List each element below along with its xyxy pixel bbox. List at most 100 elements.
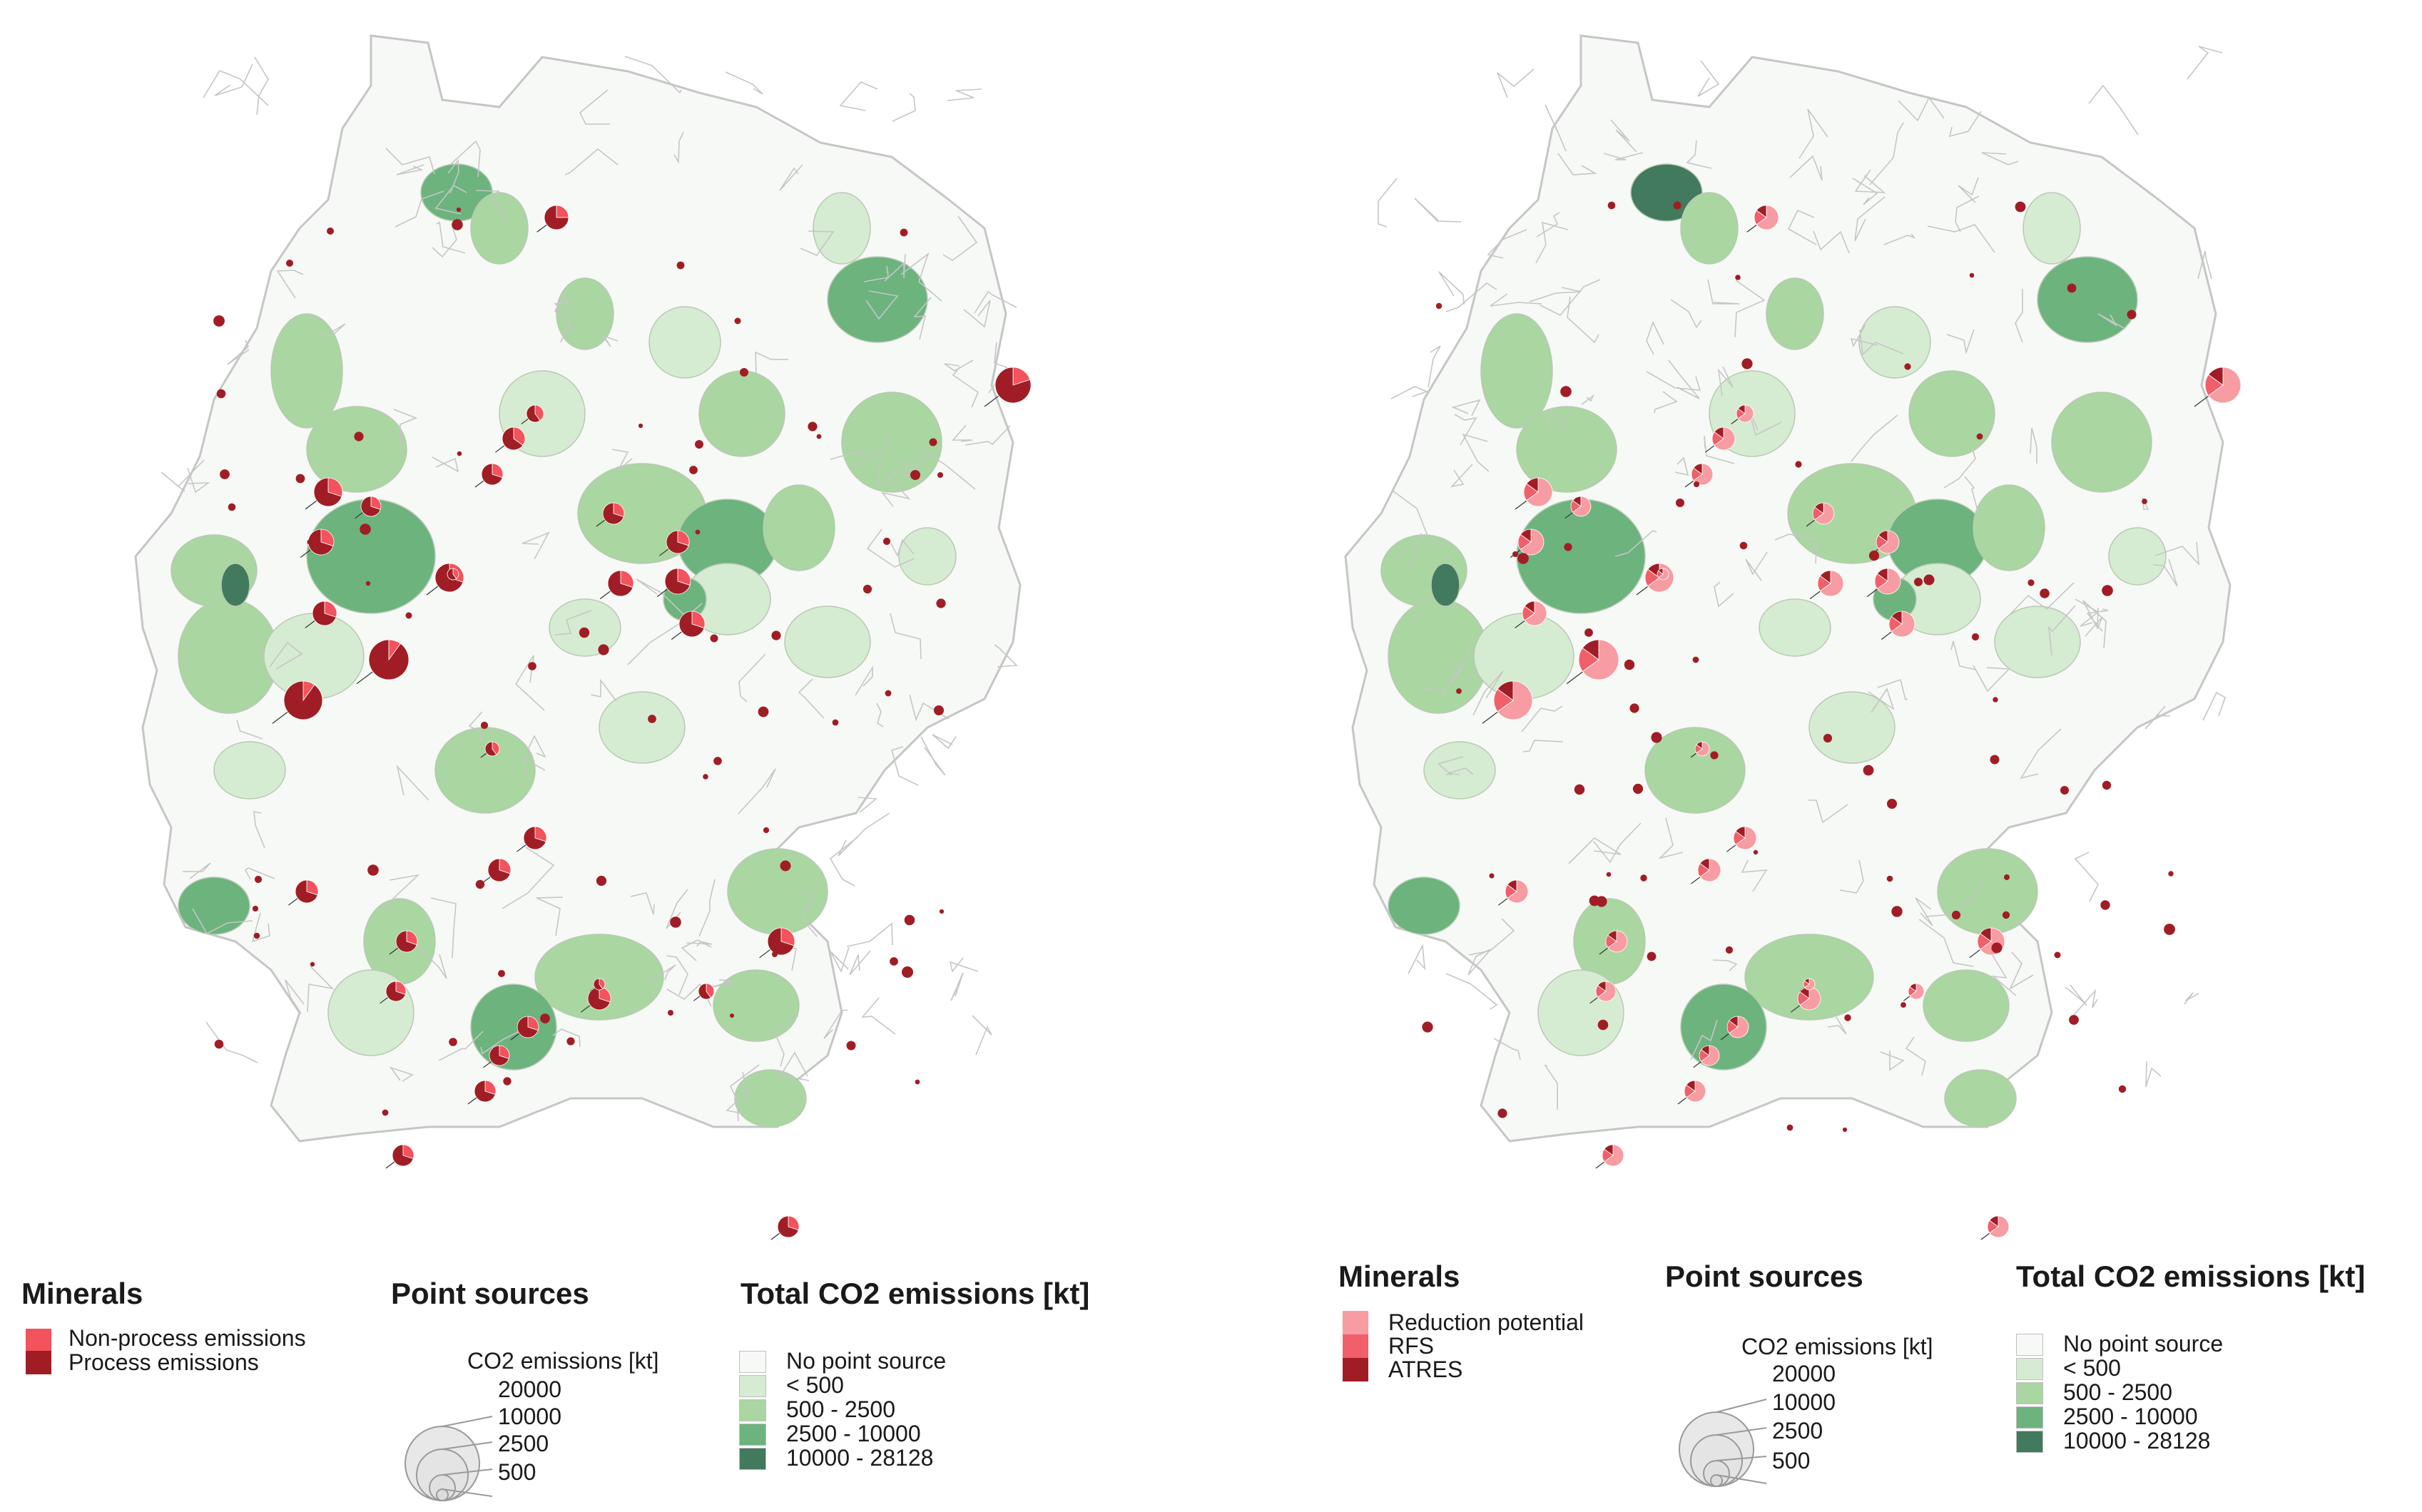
small-point-source xyxy=(286,260,293,267)
small-point-source xyxy=(1512,551,1518,557)
district-border xyxy=(779,164,803,191)
class-label-0: No point source xyxy=(786,1348,947,1374)
pie-slice xyxy=(788,1215,800,1231)
choropleth-district xyxy=(599,691,686,764)
pie-slice xyxy=(1729,1016,1739,1028)
pie-slice xyxy=(780,927,795,946)
left-bubble-caption: CO2 emissions [kt] xyxy=(467,1348,659,1374)
small-point-source xyxy=(929,438,937,446)
pie-marker xyxy=(1691,463,1714,486)
pie-marker xyxy=(1987,1215,2010,1238)
district-border xyxy=(1712,959,1738,971)
pie-slice xyxy=(1524,601,1535,614)
small-point-source xyxy=(1560,386,1572,397)
district-border xyxy=(830,946,850,974)
district-border xyxy=(475,190,510,223)
choropleth-district xyxy=(2037,256,2138,343)
pie-marker xyxy=(307,528,335,556)
pie-marker xyxy=(1517,528,1545,556)
district-border xyxy=(839,81,878,111)
pie-slice xyxy=(1714,426,1736,451)
non-process-swatch xyxy=(26,1329,51,1352)
small-point-source xyxy=(598,644,609,655)
small-point-source xyxy=(2127,310,2137,320)
small-point-source xyxy=(1969,272,1975,278)
choropleth-district xyxy=(1973,484,2045,571)
pie-marker xyxy=(1697,858,1721,882)
pie-marker xyxy=(1570,496,1592,517)
left-minerals-title: Minerals xyxy=(21,1277,143,1310)
district-border xyxy=(251,912,270,943)
pie-marker xyxy=(777,1215,800,1238)
choropleth-district xyxy=(648,306,721,379)
district-border xyxy=(1948,111,1982,138)
pie-slice xyxy=(691,611,706,629)
district-border xyxy=(468,711,483,745)
district-border xyxy=(1593,822,1642,864)
district-border xyxy=(205,1021,258,1063)
district-border xyxy=(2202,691,2226,721)
choropleth-district xyxy=(1644,727,1746,814)
pie-slice xyxy=(1878,530,1888,543)
reduction-potential-swatch xyxy=(1343,1311,1368,1334)
pie-slice xyxy=(1803,978,1810,985)
pie-marker xyxy=(1699,1045,1720,1066)
small-point-source xyxy=(1735,275,1741,280)
small-point-source xyxy=(354,431,364,441)
pie-marker xyxy=(678,611,706,638)
district-border xyxy=(1827,1016,1847,1035)
pie-marker xyxy=(2204,367,2242,404)
pie-marker xyxy=(1908,983,1925,1000)
class-swatch-1 xyxy=(739,1375,766,1397)
district-border xyxy=(681,939,712,961)
class-label-2: 500 - 2500 xyxy=(786,1396,896,1422)
class-label-4: 10000 - 28128 xyxy=(786,1445,934,1471)
reduction-potential-label: Reduction potential xyxy=(1388,1309,1584,1335)
district-border xyxy=(892,93,916,122)
district-border xyxy=(849,950,871,976)
district-border xyxy=(579,89,610,125)
district-border xyxy=(773,1015,799,1067)
district-border xyxy=(2144,705,2171,730)
germany-outline xyxy=(1344,34,2232,1143)
pie-slice xyxy=(1814,502,1835,525)
district-border xyxy=(1927,224,1995,253)
small-point-source xyxy=(771,630,781,640)
small-point-source xyxy=(498,970,505,977)
district-border xyxy=(890,538,915,558)
district-border xyxy=(1490,293,1542,307)
small-point-source xyxy=(579,627,590,638)
district-border xyxy=(1877,678,1908,701)
district-border xyxy=(1741,859,1768,892)
right-bubble-500: 500 xyxy=(1772,1448,1811,1473)
small-point-source xyxy=(452,219,463,230)
choropleth-district xyxy=(306,406,407,493)
small-point-source xyxy=(1692,656,1699,663)
small-point-source xyxy=(902,966,913,978)
district-border xyxy=(738,653,766,703)
small-point-source xyxy=(449,1038,457,1046)
district-border xyxy=(1521,705,1563,732)
pie-slice xyxy=(385,981,406,1002)
choropleth-district xyxy=(898,527,957,586)
class-label-2: 500 - 2500 xyxy=(2063,1379,2173,1405)
small-point-source xyxy=(1976,433,1983,440)
small-point-source xyxy=(758,706,769,717)
small-point-source xyxy=(1739,541,1748,550)
pie-slice xyxy=(447,568,457,581)
small-point-source xyxy=(1923,574,1935,586)
left-bubble-500: 500 xyxy=(498,1459,536,1485)
small-point-source xyxy=(808,422,818,431)
small-point-source xyxy=(1725,946,1734,954)
district-border xyxy=(1668,359,1700,399)
pie-marker xyxy=(395,930,418,953)
small-point-source xyxy=(763,827,770,834)
small-point-source xyxy=(253,932,260,939)
pie-marker xyxy=(385,981,407,1002)
district-border xyxy=(1557,153,1597,175)
district-border xyxy=(1567,296,1599,344)
district-border xyxy=(666,955,688,996)
district-border xyxy=(2009,951,2034,990)
pie-slice xyxy=(395,981,407,995)
district-border xyxy=(636,578,688,618)
